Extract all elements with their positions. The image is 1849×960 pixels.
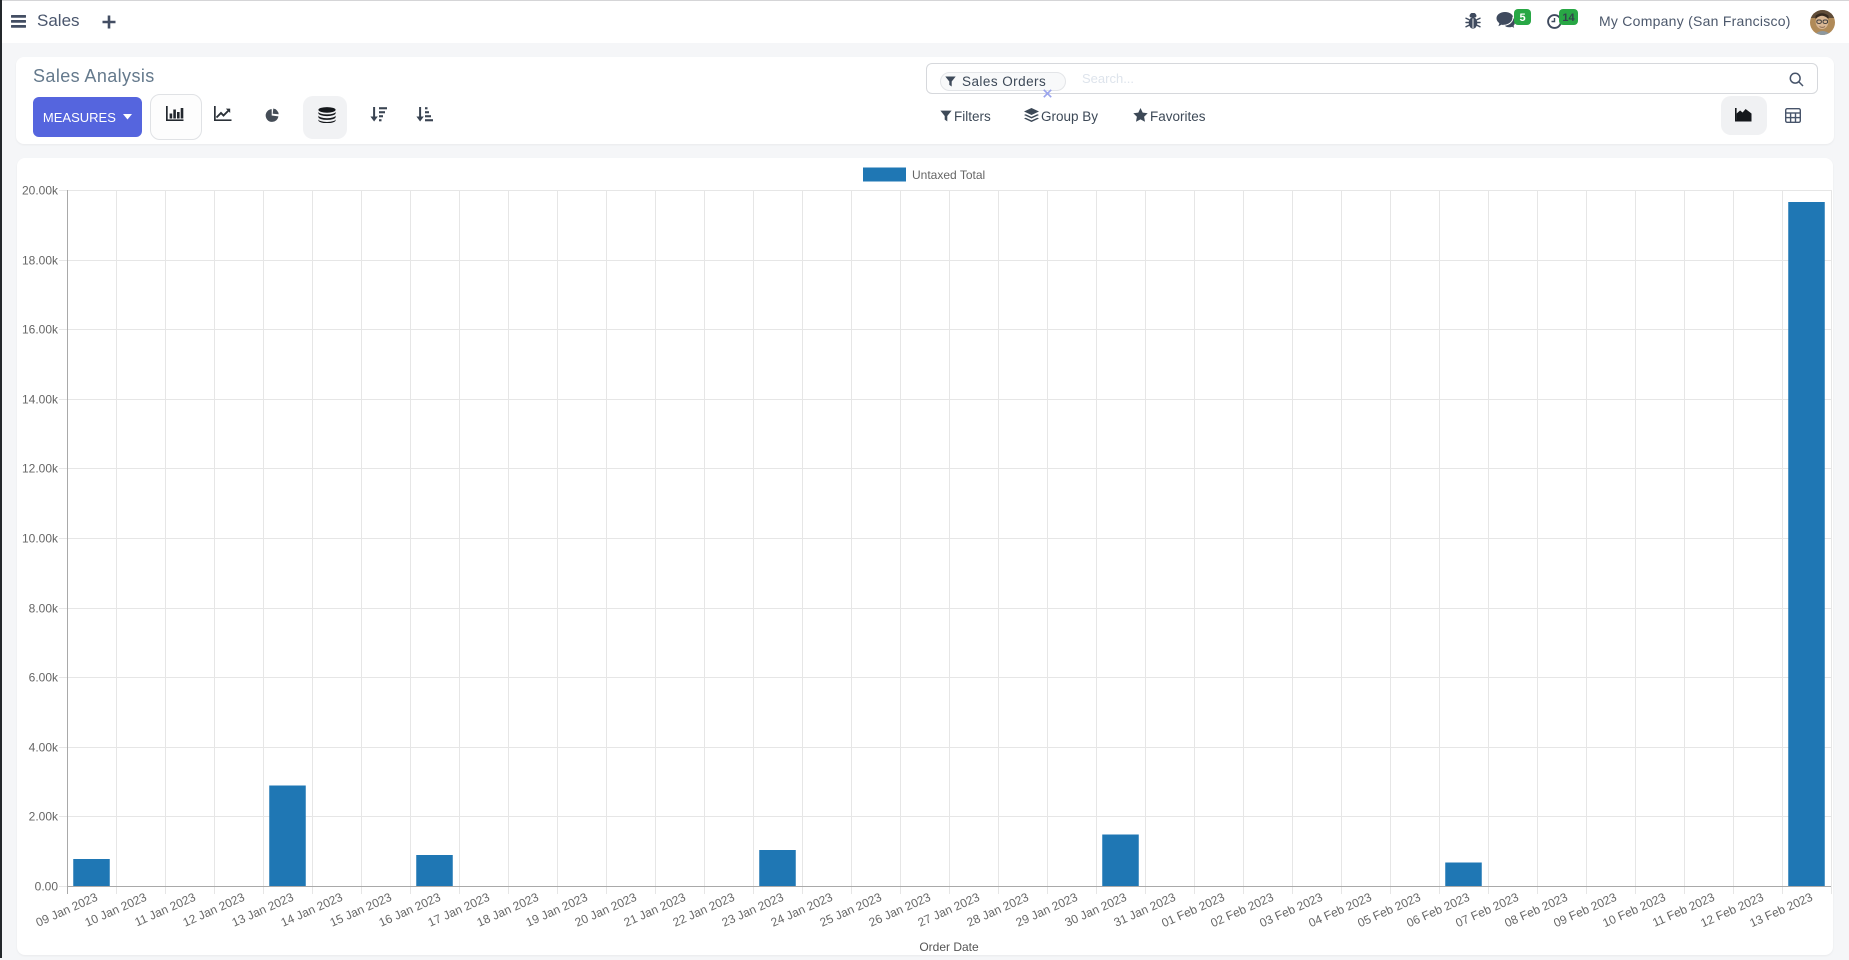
svg-text:Order Date: Order Date	[919, 940, 979, 954]
svg-text:0.00: 0.00	[35, 880, 59, 894]
svg-text:2.00k: 2.00k	[29, 810, 59, 824]
svg-text:10.00k: 10.00k	[22, 532, 59, 546]
svg-text:5: 5	[1519, 12, 1525, 24]
svg-text:6.00k: 6.00k	[29, 671, 59, 685]
svg-text:16.00k: 16.00k	[22, 323, 59, 337]
svg-text:20.00k: 20.00k	[22, 184, 59, 198]
svg-text:14: 14	[1562, 12, 1575, 24]
svg-text:12.00k: 12.00k	[22, 462, 59, 476]
svg-text:8.00k: 8.00k	[29, 602, 59, 616]
svg-text:18.00k: 18.00k	[22, 254, 59, 268]
svg-text:4.00k: 4.00k	[29, 741, 59, 755]
svg-text:14.00k: 14.00k	[22, 393, 59, 407]
svg-text:Untaxed Total: Untaxed Total	[912, 168, 985, 182]
